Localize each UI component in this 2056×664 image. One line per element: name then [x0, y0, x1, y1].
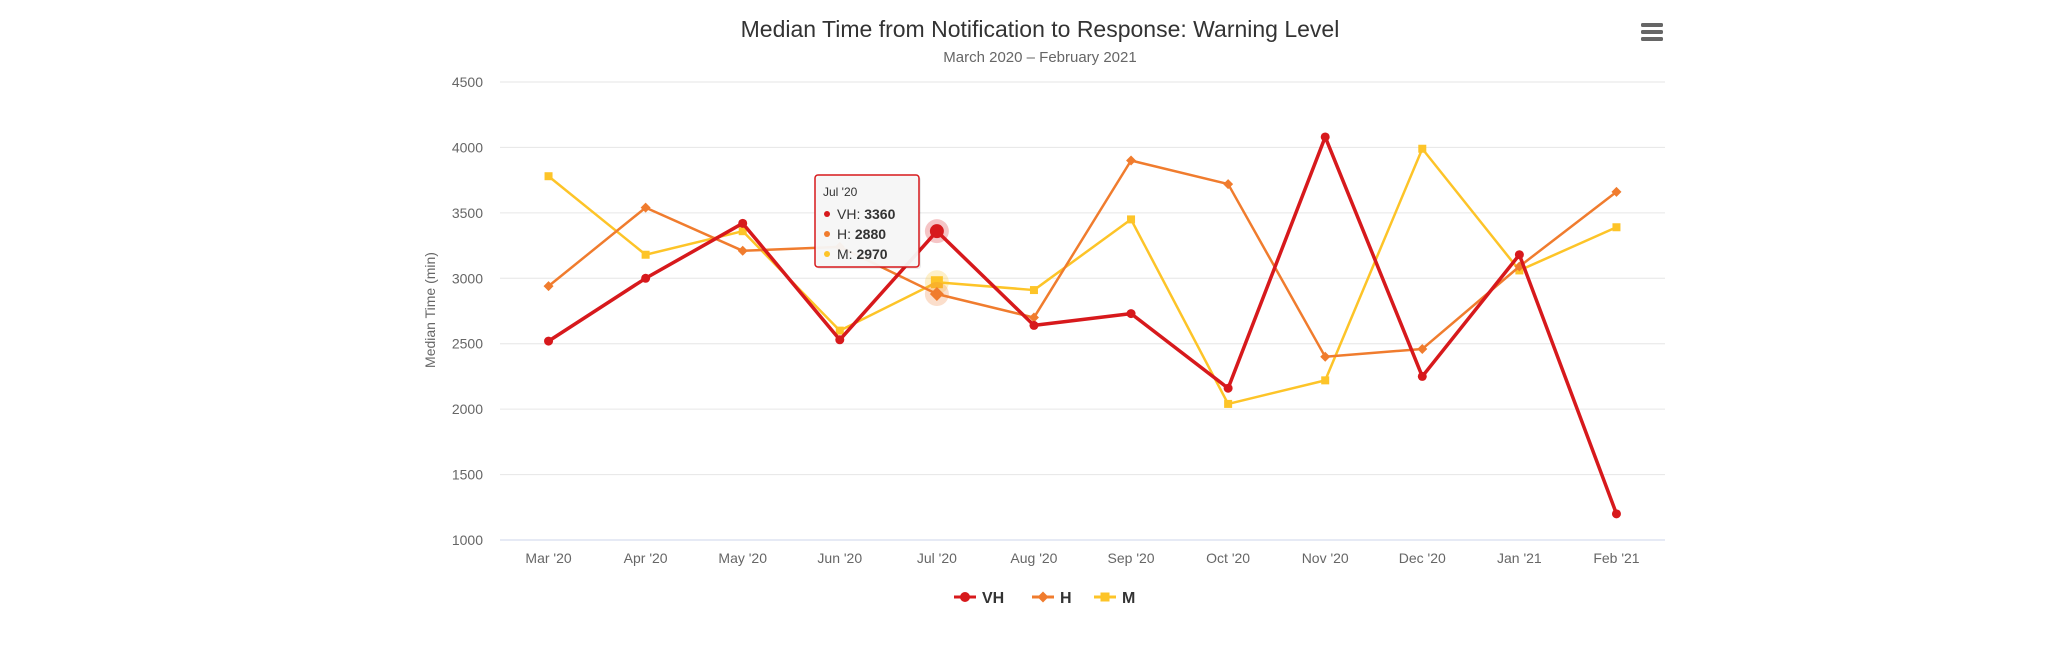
y-tick-label: 4000 — [452, 139, 483, 155]
data-point-m[interactable] — [1127, 215, 1136, 224]
data-point-h[interactable] — [640, 202, 651, 213]
y-axis-title: Median Time (min) — [422, 252, 438, 368]
tooltip-bullet — [824, 251, 830, 257]
x-tick-label: Feb '21 — [1593, 550, 1639, 566]
tooltip-series-name: H: — [837, 226, 855, 242]
data-point-vh[interactable] — [835, 335, 845, 345]
data-point-m[interactable] — [641, 250, 650, 259]
data-point-vh[interactable] — [544, 336, 554, 346]
legend: VH H M — [954, 590, 1135, 607]
data-point-vh[interactable] — [1320, 132, 1330, 142]
data-point-vh[interactable] — [1514, 250, 1524, 260]
x-tick-label: Aug '20 — [1010, 550, 1057, 566]
chart-subtitle: March 2020 – February 2021 — [943, 49, 1136, 66]
legend-label: H — [1060, 590, 1072, 607]
tooltip-header: Jul '20 — [823, 185, 858, 199]
tooltip-value: 2880 — [855, 226, 886, 242]
series-vh — [544, 132, 1621, 519]
x-tick-label: Apr '20 — [624, 550, 668, 566]
legend-marker[interactable] — [960, 592, 970, 602]
tooltip: Jul '20 VH: 3360 H: 2880 M: 2970 — [814, 174, 921, 269]
data-point-h[interactable] — [737, 245, 748, 256]
data-point-h[interactable] — [1611, 186, 1622, 197]
series-line-m — [547, 147, 1617, 406]
tooltip-series-name: VH: — [837, 206, 864, 222]
y-tick-label: 4500 — [452, 74, 483, 90]
data-point-h[interactable] — [1417, 343, 1428, 354]
legend-item-vh[interactable]: VH — [954, 590, 1004, 607]
data-point-m[interactable] — [738, 227, 747, 236]
x-tick-label: Jan '21 — [1497, 550, 1542, 566]
data-point-vh[interactable] — [1611, 509, 1621, 519]
tooltip-value: 3360 — [864, 206, 895, 222]
x-tick-label: Jun '20 — [817, 550, 862, 566]
data-point-m[interactable] — [1418, 144, 1427, 153]
tooltip-bullet — [824, 211, 830, 217]
x-tick-label: May '20 — [718, 550, 767, 566]
data-point-m[interactable] — [1612, 223, 1621, 232]
data-point-h[interactable] — [1223, 179, 1234, 190]
data-point-h[interactable] — [543, 281, 554, 292]
data-point-vh[interactable] — [1126, 309, 1136, 319]
data-point-vh[interactable] — [1417, 371, 1427, 381]
data-point-h[interactable] — [1028, 312, 1039, 323]
y-tick-label: 1500 — [452, 467, 483, 483]
series-line-vh — [547, 135, 1619, 515]
y-tick-label: 3000 — [452, 270, 483, 286]
data-point-m[interactable] — [835, 326, 844, 335]
data-point-m[interactable] — [930, 276, 943, 289]
x-tick-label: Mar '20 — [525, 550, 571, 566]
data-point-m[interactable] — [1321, 376, 1330, 385]
legend-item-h[interactable]: H — [1032, 590, 1072, 607]
legend-marker[interactable] — [1100, 592, 1110, 602]
data-point-vh[interactable] — [1029, 320, 1039, 330]
data-point-h[interactable] — [929, 286, 944, 301]
legend-marker[interactable] — [1037, 591, 1049, 603]
series-m — [544, 144, 1621, 408]
data-point-vh[interactable] — [1223, 383, 1233, 393]
data-point-m[interactable] — [1029, 286, 1038, 295]
legend-label: M — [1122, 590, 1135, 607]
tooltip-series-name: M: — [837, 246, 856, 262]
y-tick-label: 2500 — [452, 336, 483, 352]
series-h — [543, 155, 1622, 362]
data-point-vh[interactable] — [738, 218, 748, 228]
tooltip-row: M: 2970 — [837, 246, 888, 262]
legend-label: VH — [982, 590, 1004, 607]
tooltip-row: H: 2880 — [837, 226, 886, 242]
data-point-m[interactable] — [544, 172, 553, 181]
grid-lines — [500, 81, 1665, 541]
x-tick-label: Sep '20 — [1108, 550, 1155, 566]
x-axis-ticks: Mar '20 Apr '20 May '20 Jun '20 Jul '20 Aug '… — [525, 550, 1639, 566]
series-layer — [543, 132, 1622, 519]
tooltip-row: VH: 3360 — [837, 206, 896, 222]
y-axis-ticks: 1000 1500 2000 2500 3000 3500 4000 4500 — [452, 74, 483, 548]
data-point-h[interactable] — [1126, 155, 1137, 166]
y-tick-label: 1000 — [452, 532, 483, 548]
legend-item-m[interactable]: M — [1094, 590, 1135, 607]
data-point-h[interactable] — [1320, 351, 1331, 362]
data-point-vh[interactable] — [641, 273, 651, 283]
y-tick-label: 3500 — [452, 205, 483, 221]
x-tick-label: Oct '20 — [1206, 550, 1250, 566]
x-tick-label: Jul '20 — [917, 550, 957, 566]
x-tick-label: Dec '20 — [1399, 550, 1446, 566]
chart-title: Median Time from Notification to Respons… — [741, 16, 1340, 42]
series-line-h — [547, 159, 1618, 359]
hamburger-menu-icon[interactable] — [1641, 23, 1663, 41]
tooltip-value: 2970 — [856, 246, 887, 262]
y-tick-label: 2000 — [452, 401, 483, 417]
tooltip-bullet — [824, 231, 830, 237]
data-point-m[interactable] — [1224, 399, 1233, 408]
x-tick-label: Nov '20 — [1302, 550, 1349, 566]
data-point-vh[interactable] — [929, 224, 944, 239]
tooltip-box — [814, 174, 920, 268]
